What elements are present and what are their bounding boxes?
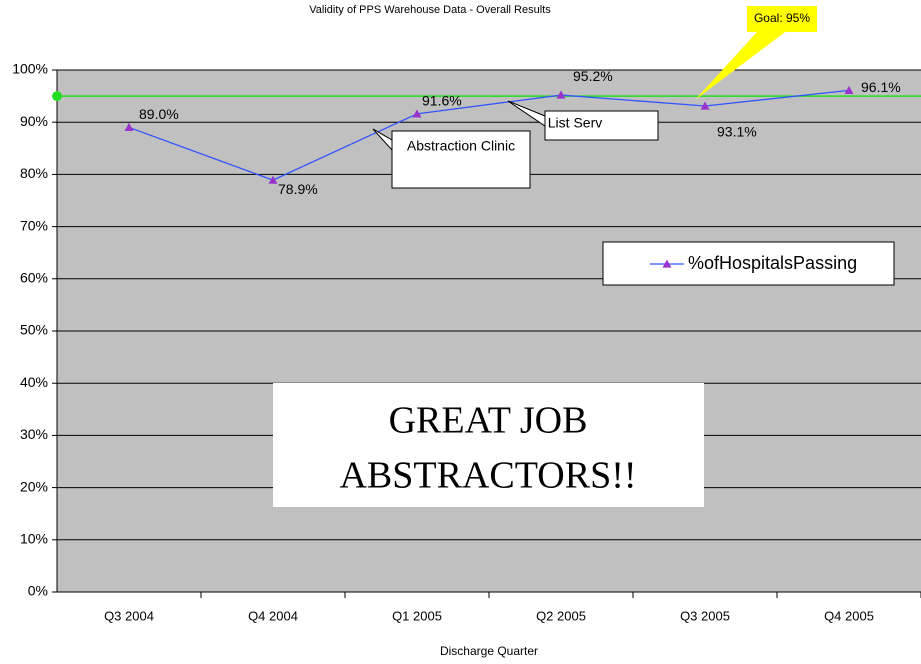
point-marker [844, 85, 854, 94]
series-line [128, 89, 850, 181]
y-tick-label: 0% [28, 583, 48, 599]
banner-box [273, 383, 704, 507]
x-tick-label: Q4 2005 [824, 608, 874, 623]
data-label: 93.1% [717, 124, 757, 140]
point-marker [412, 109, 422, 118]
callout-box [391, 130, 531, 189]
y-tick-label: 10% [20, 531, 48, 547]
data-label: 96.1% [861, 79, 901, 95]
x-axis-label: Discharge Quarter [440, 644, 538, 658]
y-tick-label: 70% [20, 217, 48, 233]
y-tick-label: 30% [20, 426, 48, 442]
annotation: Abstraction Clinic [407, 138, 515, 154]
point-marker [556, 90, 566, 99]
x-tick-label: Q3 2005 [680, 608, 730, 623]
goal-marker [52, 91, 62, 102]
point-marker [124, 122, 134, 132]
y-tick-label: 50% [20, 322, 48, 338]
callout-box [544, 110, 659, 141]
banner-text: ABSTRACTORS!! [339, 455, 636, 497]
data-label: 95.2% [573, 68, 613, 84]
legend-marker [662, 259, 672, 268]
data-label: 78.9% [278, 181, 318, 197]
x-tick-label: Q4 2004 [248, 608, 298, 623]
data-label: 89.0% [139, 106, 179, 122]
point-marker [268, 175, 278, 184]
point-marker [700, 101, 710, 110]
y-tick-label: 40% [20, 374, 48, 390]
x-tick-label: Q2 2005 [536, 608, 586, 623]
banner-text: GREAT JOB [389, 400, 588, 442]
y-tick-label: 80% [20, 165, 48, 181]
goal-pointer [695, 32, 785, 100]
x-tick-label: Q1 2005 [392, 608, 442, 623]
legend-label: %ofHospitalsPassing [688, 253, 857, 273]
y-tick-label: 60% [20, 270, 48, 286]
y-tick-label: 20% [20, 478, 48, 494]
y-tick-label: 100% [12, 61, 48, 77]
annotation: List Serv [548, 115, 602, 131]
x-tick-label: Q3 2004 [104, 608, 154, 623]
chart-title: Validity of PPS Warehouse Data - Overall… [309, 4, 551, 16]
data-label: 91.6% [422, 93, 462, 109]
y-tick-label: 90% [20, 113, 48, 129]
goal-box [747, 6, 817, 32]
goal-label: Goal: 95% [754, 11, 810, 25]
